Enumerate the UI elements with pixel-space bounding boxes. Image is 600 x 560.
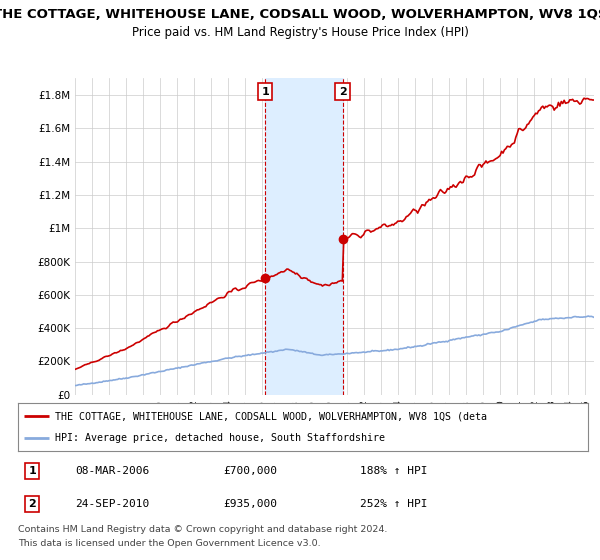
Text: 252% ↑ HPI: 252% ↑ HPI (360, 499, 427, 509)
Text: 1: 1 (28, 466, 36, 476)
Bar (265, 78, 343, 395)
Text: 1: 1 (262, 87, 269, 97)
Text: £935,000: £935,000 (223, 499, 277, 509)
Text: This data is licensed under the Open Government Licence v3.0.: This data is licensed under the Open Gov… (18, 539, 320, 548)
Text: THE COTTAGE, WHITEHOUSE LANE, CODSALL WOOD, WOLVERHAMPTON, WV8 1QS (deta: THE COTTAGE, WHITEHOUSE LANE, CODSALL WO… (55, 411, 487, 421)
Text: £700,000: £700,000 (223, 466, 277, 476)
Text: THE COTTAGE, WHITEHOUSE LANE, CODSALL WOOD, WOLVERHAMPTON, WV8 1QS: THE COTTAGE, WHITEHOUSE LANE, CODSALL WO… (0, 8, 600, 21)
Text: 2: 2 (28, 499, 36, 509)
Text: 24-SEP-2010: 24-SEP-2010 (75, 499, 149, 509)
Text: 188% ↑ HPI: 188% ↑ HPI (360, 466, 427, 476)
Text: Price paid vs. HM Land Registry's House Price Index (HPI): Price paid vs. HM Land Registry's House … (131, 26, 469, 39)
Text: HPI: Average price, detached house, South Staffordshire: HPI: Average price, detached house, Sout… (55, 433, 385, 443)
Text: 2: 2 (339, 87, 347, 97)
Text: 08-MAR-2006: 08-MAR-2006 (75, 466, 149, 476)
Text: Contains HM Land Registry data © Crown copyright and database right 2024.: Contains HM Land Registry data © Crown c… (18, 525, 388, 534)
